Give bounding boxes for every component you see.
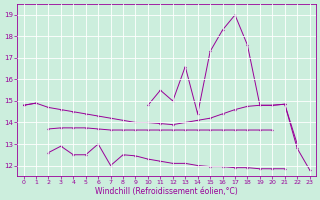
- X-axis label: Windchill (Refroidissement éolien,°C): Windchill (Refroidissement éolien,°C): [95, 187, 238, 196]
